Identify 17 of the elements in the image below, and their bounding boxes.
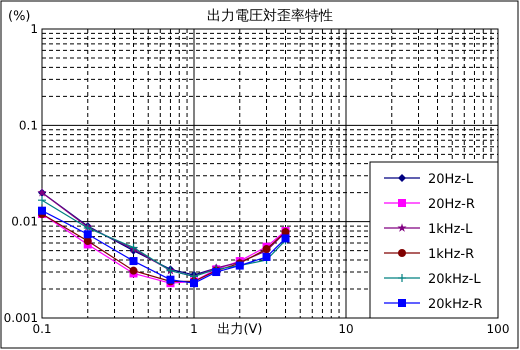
x-tick-label: 0.1 [32, 322, 52, 336]
legend-label: 20Hz-R [428, 197, 475, 212]
y-tick-label: 0.1 [18, 118, 38, 132]
legend-label: 1kHz-R [428, 247, 474, 262]
y-tick-label: 0.001 [4, 311, 38, 325]
legend-label: 20Hz-L [428, 172, 474, 187]
legend-label: 20kHz-L [428, 272, 482, 287]
x-tick-label: 100 [486, 322, 510, 336]
chart-title: 出力電圧対歪率特性 [207, 8, 333, 24]
legend-label: 20kHz-R [428, 297, 482, 312]
y-tick-label: 0.01 [11, 214, 38, 229]
legend-label: 1kHz-L [428, 222, 474, 237]
x-tick-label: 10 [338, 322, 354, 336]
x-tick-label: 1 [190, 322, 198, 336]
y-tick-label: 1 [30, 22, 38, 36]
x-axis-title: 出力(V) [217, 322, 263, 337]
y-axis-title: (%) [8, 9, 30, 24]
